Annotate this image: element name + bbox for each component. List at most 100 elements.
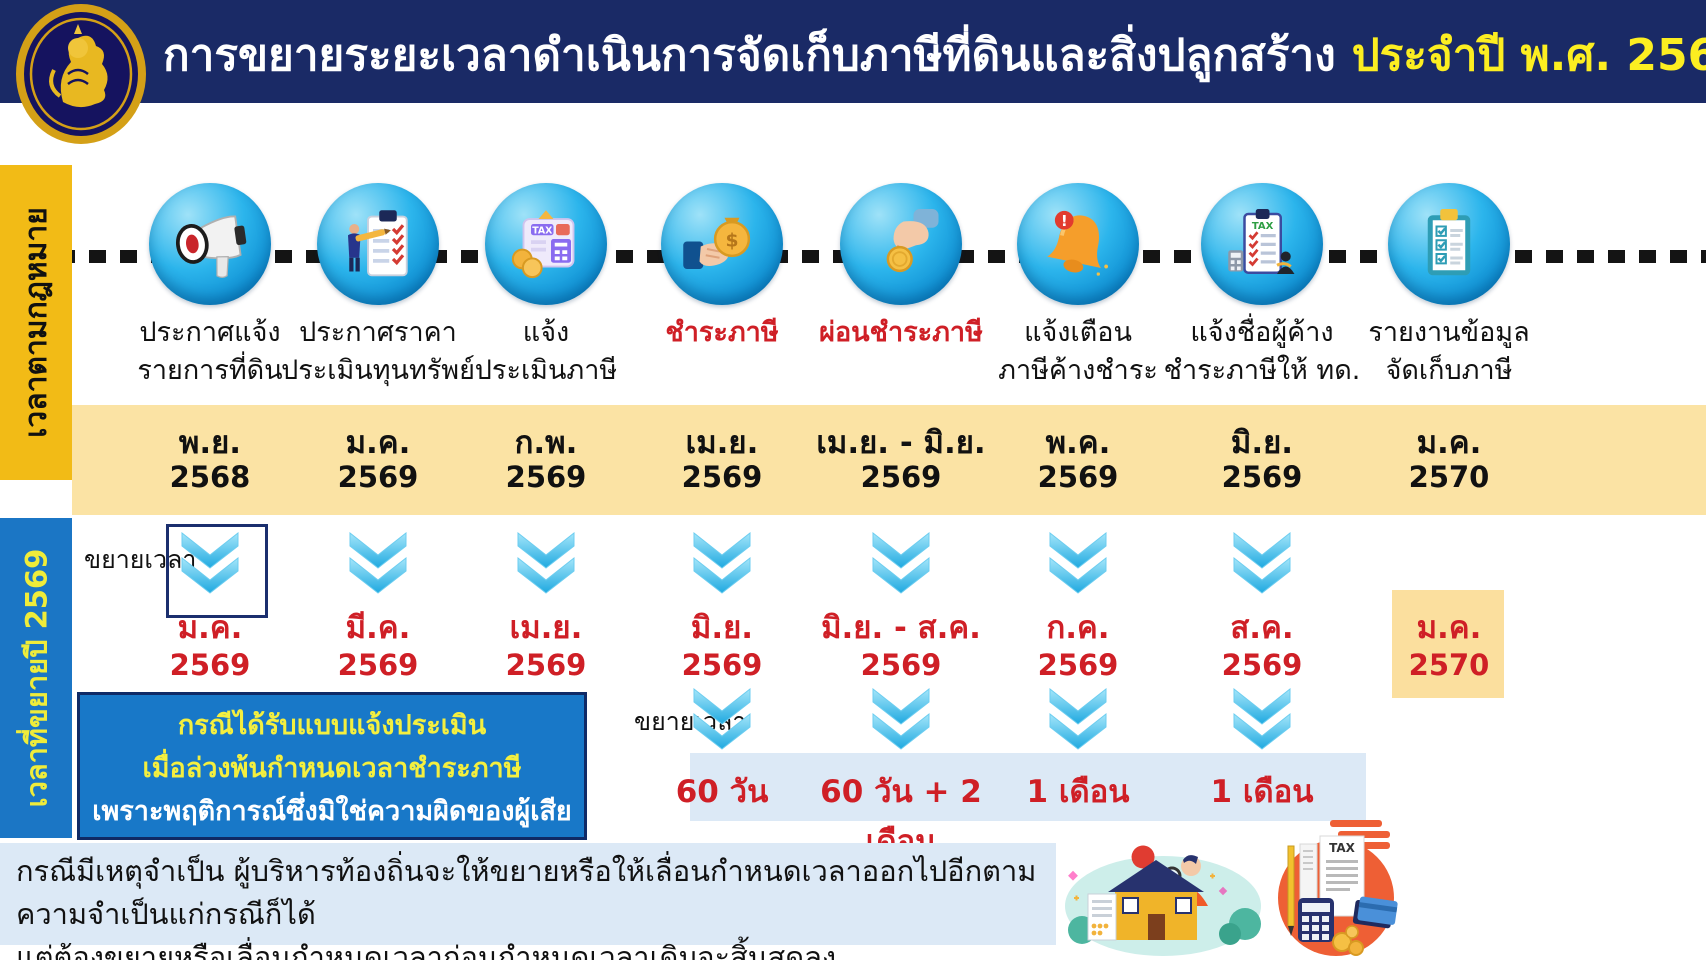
- footer-line-2: แต่ต้องขยายหรือเลื่อนกำหนดเวลาก่อนกำหนดเ…: [16, 939, 837, 960]
- law-year: 2568: [169, 460, 251, 494]
- ext-month: ส.ค.: [1230, 610, 1294, 646]
- step-label-line1: ประกาศราคา: [299, 317, 457, 348]
- step-label-line2: ชำระภาษีให้ ทด.: [1163, 355, 1361, 387]
- sidebar-law-label: เวลาตามกฎหมาย: [18, 207, 54, 438]
- ext-year: 2569: [860, 648, 942, 682]
- note-line-1: กรณีได้รับแบบแจ้งประเมิน: [177, 710, 487, 741]
- step-label: ชำระภาษี: [607, 314, 837, 352]
- double-chevron-down-icon: [1229, 688, 1295, 750]
- double-chevron-down-icon: [689, 532, 755, 594]
- law-month: เม.ย.: [685, 425, 759, 461]
- law-month: พ.ค.: [1045, 425, 1111, 461]
- title-text: การขยายระยะเวลาดำเนินการจัดเก็บภาษีที่ดิ…: [163, 30, 1336, 81]
- ext-month: มิ.ย. - ส.ค.: [821, 610, 981, 646]
- law-month: ม.ค.: [345, 425, 411, 461]
- svg-text:TAX: TAX: [1252, 221, 1274, 232]
- note-line-2: เมื่อล่วงพ้นกำหนดเวลาชำระภาษี: [142, 753, 522, 785]
- tax-assessment-notice-icon: TAX: [511, 210, 575, 279]
- law-year: 2570: [1408, 460, 1490, 494]
- footer-note: กรณีมีเหตุจำเป็น ผู้บริหารท้องถิ่นจะให้ข…: [0, 843, 1056, 960]
- timeline-step-circle: TAX: [1201, 183, 1323, 305]
- extension-duration: 1 เดือน: [1026, 774, 1130, 810]
- double-chevron-down-icon: [868, 532, 934, 594]
- extension-duration: 1 เดือน: [1210, 774, 1314, 810]
- megaphone-icon: [175, 215, 247, 278]
- double-chevron-down-icon: [868, 688, 934, 750]
- overdue-alert-bell-icon: !: [1047, 210, 1108, 276]
- sidebar-law-timeline: เวลาตามกฎหมาย: [0, 165, 72, 480]
- step-label: รายงานข้อมูล จัดเก็บภาษี: [1334, 314, 1564, 391]
- step-label-line2: ประเมินทุนทรัพย์: [281, 355, 475, 387]
- step-label-line1: แจ้ง: [522, 317, 570, 348]
- house-survey-illustration: [1065, 845, 1261, 956]
- step-label-line2: รายการที่ดิน: [137, 355, 283, 387]
- pay-tax-money-bag-icon: $: [683, 217, 751, 269]
- sidebar-extended-timeline: เวลาที่ขยายปี 2569: [0, 518, 72, 838]
- ext-month: เม.ย.: [509, 610, 583, 646]
- ext-month: มี.ค.: [345, 610, 411, 646]
- condition-note-box: กรณีได้รับแบบแจ้งประเมิน เมื่อล่วงพ้นกำห…: [77, 692, 587, 871]
- law-month: ม.ค.: [1416, 425, 1482, 461]
- installment-coin-hand-icon: [886, 209, 939, 273]
- step-label-line2: ประเมินภาษี: [474, 355, 618, 387]
- timeline-step-circle: [1388, 183, 1510, 305]
- title-year: ประจำปี พ.ศ. 2569: [1351, 30, 1706, 81]
- law-year: 2569: [337, 460, 419, 494]
- svg-text:TAX: TAX: [1329, 841, 1356, 855]
- double-chevron-down-icon: [1045, 532, 1111, 594]
- law-months-band: [72, 405, 1706, 515]
- page-title: การขยายระยะเวลาดำเนินการจัดเก็บภาษีที่ดิ…: [163, 20, 1706, 90]
- law-month: ก.พ.: [514, 425, 578, 461]
- step-label-line1: แจ้งชื่อผู้ค้าง: [1190, 317, 1334, 348]
- law-month: มิ.ย.: [1230, 425, 1294, 461]
- svg-text:!: !: [1061, 212, 1068, 230]
- timeline-step-circle: [317, 183, 439, 305]
- step-label-line1: ประกาศแจ้ง: [139, 317, 281, 348]
- law-year: 2569: [1037, 460, 1119, 494]
- ext-year: 2569: [1037, 648, 1119, 682]
- ext-year: 2569: [169, 648, 251, 682]
- step-label: ประกาศราคาประเมินทุนทรัพย์: [263, 314, 493, 391]
- extension-duration: 60 วัน: [675, 774, 769, 810]
- ext-month: ก.ค.: [1046, 610, 1110, 646]
- step-label: แจ้งประเมินภาษี: [431, 314, 661, 391]
- double-chevron-down-icon: [689, 688, 755, 750]
- ext-month: ม.ค.: [1416, 610, 1482, 646]
- svg-text:TAX: TAX: [532, 225, 553, 236]
- law-month: เม.ย. - มิ.ย.: [816, 425, 986, 461]
- ext-year: 2570: [1408, 648, 1490, 682]
- step-label: แจ้งชื่อผู้ค้างชำระภาษีให้ ทด.: [1147, 314, 1377, 391]
- law-year: 2569: [681, 460, 763, 494]
- svg-text:$: $: [725, 231, 738, 252]
- law-month: พ.ย.: [178, 425, 242, 461]
- double-chevron-down-icon: [1045, 688, 1111, 750]
- law-year: 2569: [505, 460, 587, 494]
- tax-payment-illustration: TAX: [1278, 820, 1398, 956]
- duration-band: [690, 753, 1366, 821]
- timeline-step-circle: !: [1017, 183, 1139, 305]
- step-label: แจ้งเตือน ภาษีค้างชำระ: [963, 314, 1193, 391]
- timeline-step-circle: $: [661, 183, 783, 305]
- step-label-line1: แจ้งเตือน: [1024, 317, 1132, 348]
- footer-line-1: กรณีมีเหตุจำเป็น ผู้บริหารท้องถิ่นจะให้ข…: [16, 854, 1037, 931]
- ext-year: 2569: [681, 648, 763, 682]
- ext-month: มิ.ย.: [690, 610, 754, 646]
- double-chevron-down-icon: [345, 532, 411, 594]
- highlight-outline-box: [166, 524, 268, 618]
- price-announcement-clipboard-icon: [348, 210, 408, 277]
- ext-month-highlight-box: [1392, 590, 1504, 698]
- ext-year: 2569: [505, 648, 587, 682]
- sidebar-extended-label: เวลาที่ขยายปี 2569: [19, 548, 53, 808]
- timeline-step-circle: [149, 183, 271, 305]
- timeline-step-circle: TAX: [485, 183, 607, 305]
- step-label: ประกาศแจ้งรายการที่ดิน: [95, 314, 325, 391]
- ext-year: 2569: [337, 648, 419, 682]
- tax-report-clipboard-icon: [1427, 209, 1471, 276]
- step-label-line1: รายงานข้อมูล: [1368, 317, 1530, 348]
- law-year: 2569: [860, 460, 942, 494]
- step-label-line1: ผ่อนชำระภาษี: [819, 317, 983, 348]
- step-label: ผ่อนชำระภาษี: [786, 314, 1016, 352]
- header-bar: การขยายระยะเวลาดำเนินการจัดเก็บภาษีที่ดิ…: [0, 0, 1706, 103]
- timeline-step-circle: [840, 183, 962, 305]
